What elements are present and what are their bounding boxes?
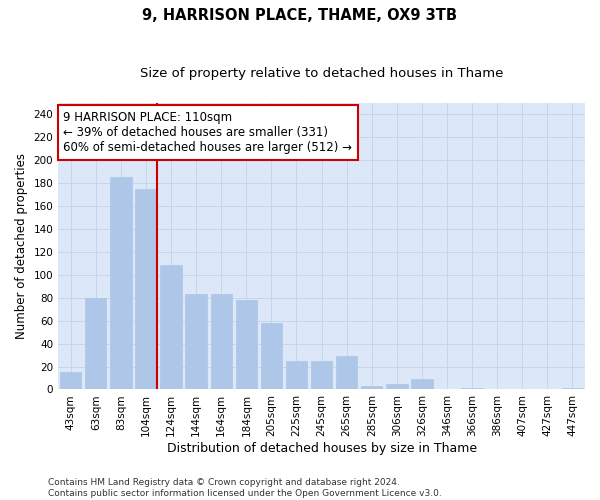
Title: Size of property relative to detached houses in Thame: Size of property relative to detached ho…: [140, 68, 503, 80]
Bar: [562, 388, 583, 390]
Bar: [336, 356, 358, 390]
Bar: [286, 361, 307, 390]
Bar: [236, 300, 257, 390]
Text: Contains HM Land Registry data © Crown copyright and database right 2024.
Contai: Contains HM Land Registry data © Crown c…: [48, 478, 442, 498]
Bar: [85, 298, 106, 390]
Bar: [185, 294, 207, 390]
Bar: [211, 294, 232, 390]
Text: 9 HARRISON PLACE: 110sqm
← 39% of detached houses are smaller (331)
60% of semi-: 9 HARRISON PLACE: 110sqm ← 39% of detach…: [64, 111, 352, 154]
Bar: [311, 361, 332, 390]
Bar: [386, 384, 407, 390]
Text: 9, HARRISON PLACE, THAME, OX9 3TB: 9, HARRISON PLACE, THAME, OX9 3TB: [143, 8, 458, 22]
Bar: [160, 266, 182, 390]
Bar: [361, 386, 382, 390]
X-axis label: Distribution of detached houses by size in Thame: Distribution of detached houses by size …: [167, 442, 476, 455]
Bar: [110, 177, 131, 390]
Bar: [60, 372, 82, 390]
Bar: [411, 379, 433, 390]
Y-axis label: Number of detached properties: Number of detached properties: [15, 153, 28, 339]
Bar: [261, 323, 282, 390]
Bar: [136, 188, 157, 390]
Bar: [461, 388, 483, 390]
